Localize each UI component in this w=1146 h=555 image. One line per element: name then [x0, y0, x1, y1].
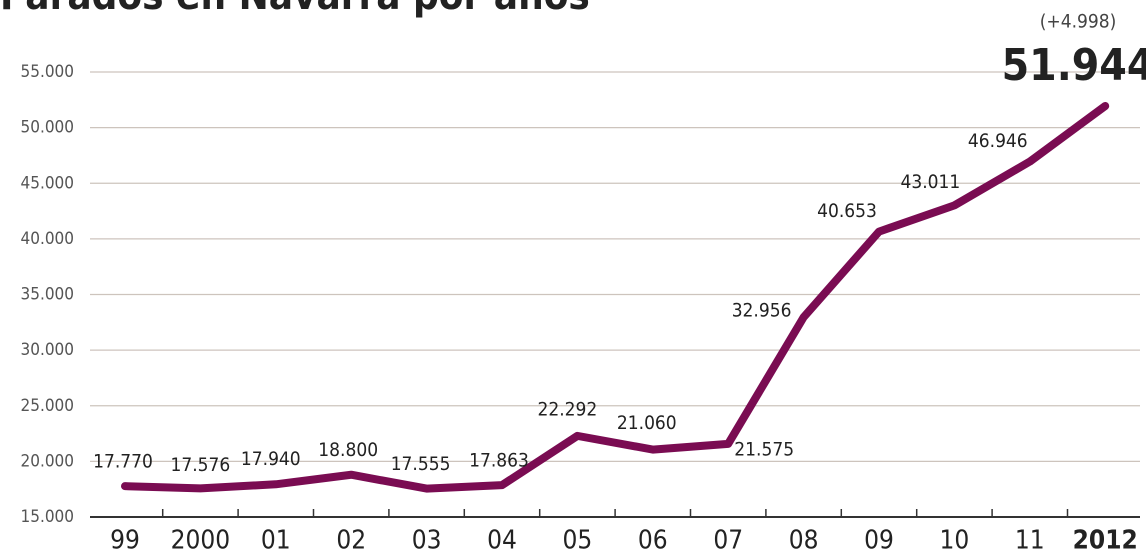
x-tick-label: 99 [110, 526, 140, 555]
y-tick-label: 35.000 [21, 285, 75, 305]
x-tick-label: 01 [261, 526, 291, 555]
y-tick-label: 45.000 [21, 173, 75, 193]
y-tick-label: 15.000 [21, 507, 75, 527]
chart-title: Parados en Navarra por años [0, 0, 590, 19]
value-label: 40.653 [817, 200, 877, 222]
x-tick-label: 05 [563, 526, 593, 555]
y-tick-label: 25.000 [21, 396, 75, 416]
value-label: 17.555 [391, 453, 451, 475]
x-tick-label: 09 [864, 526, 894, 555]
value-label: 21.575 [734, 438, 794, 460]
value-label: 21.060 [617, 412, 677, 434]
value-label: 51.944 [1002, 40, 1146, 91]
value-label: 43.011 [901, 171, 961, 193]
x-tick-label: 08 [789, 526, 819, 555]
y-tick-label: 55.000 [21, 62, 75, 82]
value-label: 46.946 [968, 130, 1028, 152]
annotation: (+4.998) [1040, 11, 1117, 33]
value-label: 17.863 [469, 450, 529, 472]
x-tick-label: 04 [487, 526, 517, 555]
value-label: 17.940 [241, 448, 301, 470]
y-tick-label: 30.000 [21, 340, 75, 360]
x-tick-label: 03 [412, 526, 442, 555]
x-tick-label: 06 [638, 526, 668, 555]
y-tick-label: 20.000 [21, 451, 75, 471]
value-label: 32.956 [732, 300, 792, 322]
y-tick-label: 40.000 [21, 229, 75, 249]
x-tick-label: 10 [940, 526, 970, 555]
value-label: 22.292 [538, 398, 598, 420]
x-tick-label: 11 [1015, 526, 1045, 555]
x-tick-label: 2000 [171, 526, 231, 555]
value-label: 17.770 [93, 451, 153, 473]
line [121, 101, 1110, 493]
x-tick-label: 02 [336, 526, 366, 555]
x-tick-label: 07 [713, 526, 743, 555]
value-label: 17.576 [171, 454, 231, 476]
x-tick-label: 2012 [1073, 526, 1138, 555]
value-label: 18.800 [318, 439, 378, 461]
y-tick-label: 50.000 [21, 118, 75, 138]
